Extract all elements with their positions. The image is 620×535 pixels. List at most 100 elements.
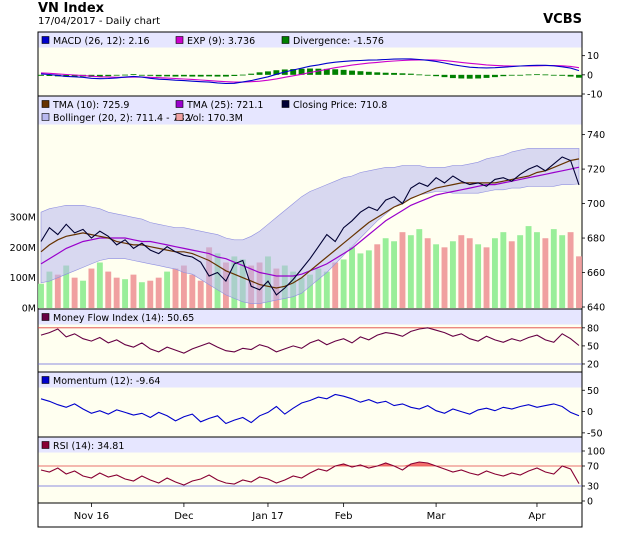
macd-divergence-bar [567,74,574,77]
macd-divergence-bar [239,74,246,76]
volume-bar [466,238,473,308]
volume-bar [508,241,515,308]
macd-divergence-bar [265,71,271,75]
volume-bar [80,280,86,308]
volume-bar [424,238,431,308]
tma10-line [40,158,580,289]
macd-divergence-bar [534,74,540,76]
macd-divergence-bar [298,68,305,75]
volume-bar [567,232,574,308]
volume-bar [147,280,154,308]
mfi-line [40,327,580,354]
momentum-tick-label: -50 [587,428,603,439]
volume-bar [449,241,456,308]
volume-bar [46,271,53,308]
mfi-tick-label: 50 [587,341,599,352]
macd-divergence-bar [475,74,482,79]
macd-divergence-bar [164,74,171,77]
macd-divergence-bar [525,74,532,76]
macd-divergence-bar [206,74,213,77]
price-tick-label: 640 [587,303,605,314]
volume-bar [63,265,70,308]
volume-bar [88,268,95,308]
macd-divergence-bar [340,69,347,75]
rsi-legend-bg [38,437,582,453]
volume-bar [441,247,448,308]
volume-bar [534,232,540,308]
volume-tick-label: 100M [10,273,36,284]
macd-divergence-bar [46,74,53,76]
macd-divergence-bar [500,74,507,77]
macd-divergence-bar [374,72,381,75]
volume-bar [416,229,423,308]
volume-bar [349,247,355,308]
volume-bar [399,232,406,308]
macd-legend-swatch [175,36,184,44]
momentum-legend-swatch [41,376,50,384]
macd-divergence-bar [550,74,557,76]
volume-bar [180,265,187,308]
volume-bar [391,241,398,308]
macd-divergence-bar [491,74,498,78]
macd-divergence-bar [407,73,414,75]
price-legend-label: Vol: 170.3M [187,113,243,124]
volume-bar [172,268,179,308]
brand-label: VCBS [543,12,582,27]
price-legend-label: TMA (10): 725.9 [52,100,129,111]
macd-divergence-bar [172,74,179,77]
chart-subtitle: 17/04/2017 - Daily chart [38,16,161,27]
volume-tick-label: 0M [22,304,36,315]
macd-divergence-bar [542,74,549,76]
rsi-tick-label: 100 [587,447,605,458]
volume-bar [550,229,557,308]
macd-divergence-bar [466,74,473,79]
rsi-legend-swatch [41,441,50,449]
volume-bar [407,235,414,308]
mfi-tick-label: 20 [587,359,599,370]
price-tick-label: 680 [587,234,605,245]
volume-bar [365,250,372,308]
macd-tick-label: -10 [587,90,603,101]
mfi-legend-swatch [41,313,50,321]
volume-bar [38,283,44,308]
price-tick-label: 700 [587,199,605,210]
x-axis-panel [37,502,583,528]
rsi-tick-label: 30 [587,482,599,493]
macd-divergence-bar [433,74,440,77]
price-legend-swatch [41,100,50,108]
macd-line [40,58,580,85]
volume-bar [475,244,482,308]
macd-divergence-bar [517,74,524,76]
rsi-line [40,461,580,486]
macd-divergence-bar [197,74,204,77]
macd-divergence-bar [365,71,372,75]
macd-divergence-bar [576,74,582,78]
macd-divergence-bar [147,74,154,76]
macd-divergence-bar [273,70,280,75]
macd-divergence-bar [332,69,339,75]
volume-bar [332,262,339,308]
macd-divergence-bar [349,70,355,75]
macd-divergence-bar [315,68,322,75]
volume-bar [525,226,532,308]
mfi-legend-label: Money Flow Index (14): 50.65 [53,313,194,324]
volume-bar [189,274,196,308]
volume-bar [113,277,120,308]
macd-divergence-bar [290,69,297,75]
price-tick-label: 720 [587,165,605,176]
macd-divergence-bar [449,74,456,79]
volume-bar [542,238,549,308]
price-legend-label: TMA (25): 721.1 [186,100,263,111]
volume-bar [122,279,129,308]
price-tick-label: 660 [587,268,605,279]
momentum-tick-label: 0 [587,407,593,418]
volume-tick-label: 300M [10,213,36,224]
volume-bar [382,238,389,308]
macd-divergence-bar [180,74,187,77]
macd-divergence-bar [138,74,145,76]
price-legend-swatch [281,100,290,108]
macd-legend-swatch [41,36,50,44]
macd-divergence-bar [63,74,70,77]
price-legend-swatch [175,100,184,108]
